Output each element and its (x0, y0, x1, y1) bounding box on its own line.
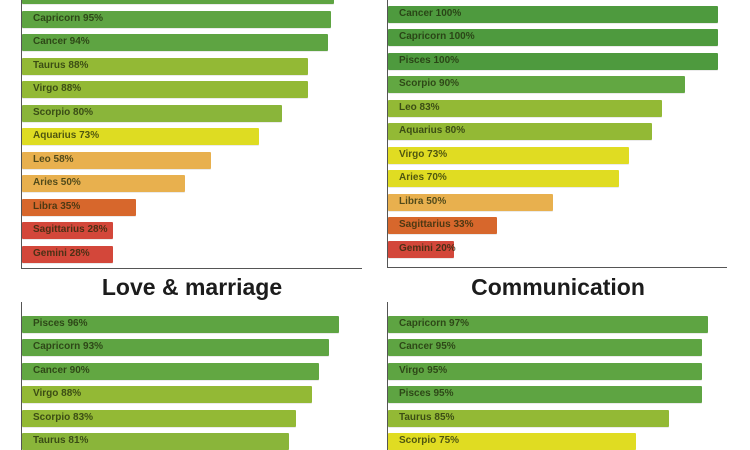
bar: Pisces 96% (22, 316, 339, 333)
bar-label: Leo 83% (399, 101, 440, 113)
bar: Aries 70% (388, 170, 619, 187)
bar: Capricorn 100% (388, 29, 718, 46)
bar: Gemini 20% (388, 240, 456, 258)
bar: Aquarius 80% (388, 123, 652, 140)
bar: Pisces 100% (388, 52, 718, 70)
bar-label: Cancer 94% (33, 36, 90, 47)
bar-label: Virgo 73% (399, 148, 448, 160)
bar: Scorpio 80% (22, 104, 282, 122)
bar-label: Cancer 100% (399, 7, 462, 19)
bar-label: Capricorn 97% (399, 318, 470, 329)
bar-label: Scorpio 83% (33, 411, 94, 423)
bar: Cancer 90% (22, 362, 319, 380)
bar: Libra 50% (388, 193, 553, 211)
bar: Virgo 95% (388, 362, 702, 380)
bar: Cancer 94% (22, 34, 328, 51)
bar: Capricorn 93% (22, 339, 329, 357)
bar-label: Virgo 88% (33, 83, 82, 94)
bar (22, 0, 334, 4)
bar-label: Pisces 100% (399, 54, 460, 66)
bar-label: Scorpio 90% (399, 78, 460, 89)
bar: Libra 35% (22, 198, 136, 216)
bar-label: Aries 50% (33, 177, 81, 188)
bar: Capricorn 97% (388, 316, 709, 333)
bar: Capricorn 95% (22, 10, 331, 28)
bar: Leo 58% (22, 151, 211, 169)
bar-label: Taurus 81% (33, 435, 89, 446)
bar: Taurus 81% (22, 433, 290, 450)
chart-title-love-marriage: Love & marriage (101, 274, 283, 300)
bar: Scorpio 83% (22, 409, 296, 427)
y-axis (21, 0, 22, 268)
bar: Aries 50% (22, 175, 185, 192)
bar-label: Virgo 88% (33, 388, 82, 400)
bar-label: Scorpio 80% (33, 106, 94, 118)
bar-label: Leo 58% (33, 153, 74, 165)
bar-label: Virgo 95% (399, 364, 448, 376)
bar: Scorpio 75% (388, 433, 636, 450)
bar-label: Gemini 28% (33, 247, 90, 259)
x-axis (21, 268, 362, 269)
bar: Virgo 88% (22, 386, 313, 404)
bar-label: Sagittarius 33% (399, 219, 474, 230)
bar-label: Libra 35% (33, 200, 81, 212)
bar-label: Scorpio 75% (399, 435, 460, 446)
bar-label: Pisces 95% (399, 388, 454, 400)
y-axis (21, 302, 22, 450)
bar: Taurus 85% (388, 409, 669, 427)
bar: Leo 83% (388, 99, 662, 117)
bar: Pisces 95% (388, 386, 702, 404)
bar-label: Taurus 88% (33, 59, 89, 71)
bar-label: Libra 50% (399, 195, 447, 207)
y-axis (387, 302, 388, 450)
bar-label: Cancer 90% (33, 364, 90, 376)
chart-title-communication: Communication (471, 274, 645, 300)
bar: Taurus 88% (22, 57, 308, 75)
bar: Aquarius 73% (22, 128, 260, 145)
bar-label: Aquarius 73% (33, 130, 100, 141)
bar-label: Capricorn 95% (33, 12, 104, 24)
y-axis (387, 0, 388, 267)
bar-label: Cancer 95% (399, 341, 456, 353)
bar-label: Taurus 85% (399, 411, 455, 423)
bar: Virgo 88% (22, 81, 308, 98)
bar-label: Pisces 96% (33, 318, 88, 329)
bar: Sagittarius 33% (388, 217, 497, 234)
bar: Sagittarius 28% (22, 222, 113, 239)
bar: Cancer 95% (388, 339, 702, 357)
bar-label: Capricorn 93% (33, 341, 104, 353)
bar: Virgo 73% (388, 146, 629, 164)
bar-label: Aries 70% (399, 172, 447, 183)
bar: Cancer 100% (388, 5, 718, 23)
bar: Scorpio 90% (388, 76, 685, 93)
bar-label: Capricorn 100% (399, 31, 475, 42)
bar-label: Gemini 20% (399, 242, 456, 254)
bar-label: Aquarius 80% (399, 125, 466, 136)
bar-label: Sagittarius 28% (33, 224, 108, 235)
bar: Gemini 28% (22, 245, 113, 263)
x-axis (387, 267, 727, 268)
